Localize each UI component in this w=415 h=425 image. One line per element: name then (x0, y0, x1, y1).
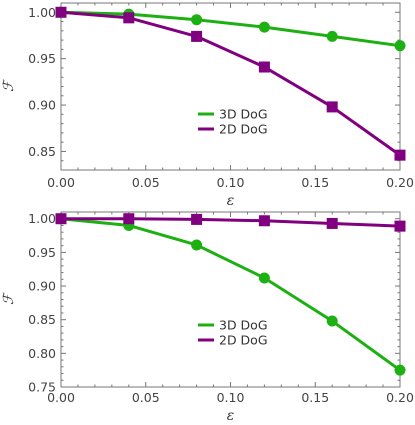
series-line-3d-dog (60, 217, 401, 372)
data-point (191, 239, 203, 251)
data-point (394, 364, 406, 376)
data-point (394, 40, 406, 52)
y-tick-label: 0.85 (28, 312, 56, 327)
legend-label: 2D DoG (219, 333, 268, 348)
x-tick-label: 0.05 (132, 390, 160, 405)
chart-panel-2: 0.00 0.05 0.10 0.15 0.20 0.75 0.80 0.85 0.90 0.95… (1, 211, 414, 424)
x-tick-label: 0.00 (47, 175, 75, 190)
y-tick-label: 0.85 (28, 144, 56, 159)
plot-frame (60, 2, 401, 171)
x-tick-label: 0.15 (301, 390, 329, 405)
data-point (326, 101, 338, 113)
legend-label: 2D DoG (219, 122, 268, 137)
data-point (394, 220, 406, 232)
y-tick-label: 0.75 (28, 380, 56, 395)
x-tick-label: 0.00 (47, 390, 75, 405)
data-point (55, 213, 67, 225)
y-tick-label: 0.90 (28, 279, 56, 294)
y-tick-label: 1.00 (28, 211, 56, 226)
x-tick-label: 0.05 (132, 175, 160, 190)
plot-frame (60, 211, 401, 388)
legend-label: 3D DoG (219, 318, 268, 333)
x-tick-label: 0.20 (386, 390, 414, 405)
y-tick-label: 0.95 (28, 51, 56, 66)
series-line-2d-dog (60, 10, 401, 157)
data-point (326, 30, 338, 42)
y-tick-label: 1.00 (28, 5, 56, 20)
x-tick-label: 0.20 (386, 175, 414, 190)
data-point (123, 12, 135, 24)
data-point (258, 272, 270, 284)
y-axis-label: ℱ (1, 291, 17, 305)
y-tick-label: 0.80 (28, 346, 56, 361)
data-point (191, 213, 203, 225)
data-point (258, 21, 270, 33)
x-axis-label: ε (227, 408, 235, 421)
data-point (55, 6, 67, 18)
y-axis-label: ℱ (1, 78, 17, 92)
data-point (191, 30, 203, 42)
data-point (326, 315, 338, 327)
data-point (191, 14, 203, 26)
x-axis-label: ε (227, 193, 235, 209)
legend-label: 3D DoG (219, 107, 268, 122)
data-point (123, 213, 135, 225)
chart-panel-1: 0.00 0.05 0.10 0.15 0.20 0.85 0.90 0.95 1.00 ε ℱ 3D… (1, 2, 414, 209)
series-line-3d-dog (60, 10, 401, 48)
data-point (258, 61, 270, 73)
data-point (394, 149, 406, 161)
y-tick-label: 0.90 (28, 98, 56, 113)
x-tick-label: 0.10 (217, 175, 245, 190)
x-tick-label: 0.10 (217, 390, 245, 405)
data-point (258, 215, 270, 227)
x-tick-label: 0.15 (301, 175, 329, 190)
y-tick-label: 0.95 (28, 245, 56, 260)
data-point (326, 217, 338, 229)
series-line-2d-dog (61, 217, 401, 228)
